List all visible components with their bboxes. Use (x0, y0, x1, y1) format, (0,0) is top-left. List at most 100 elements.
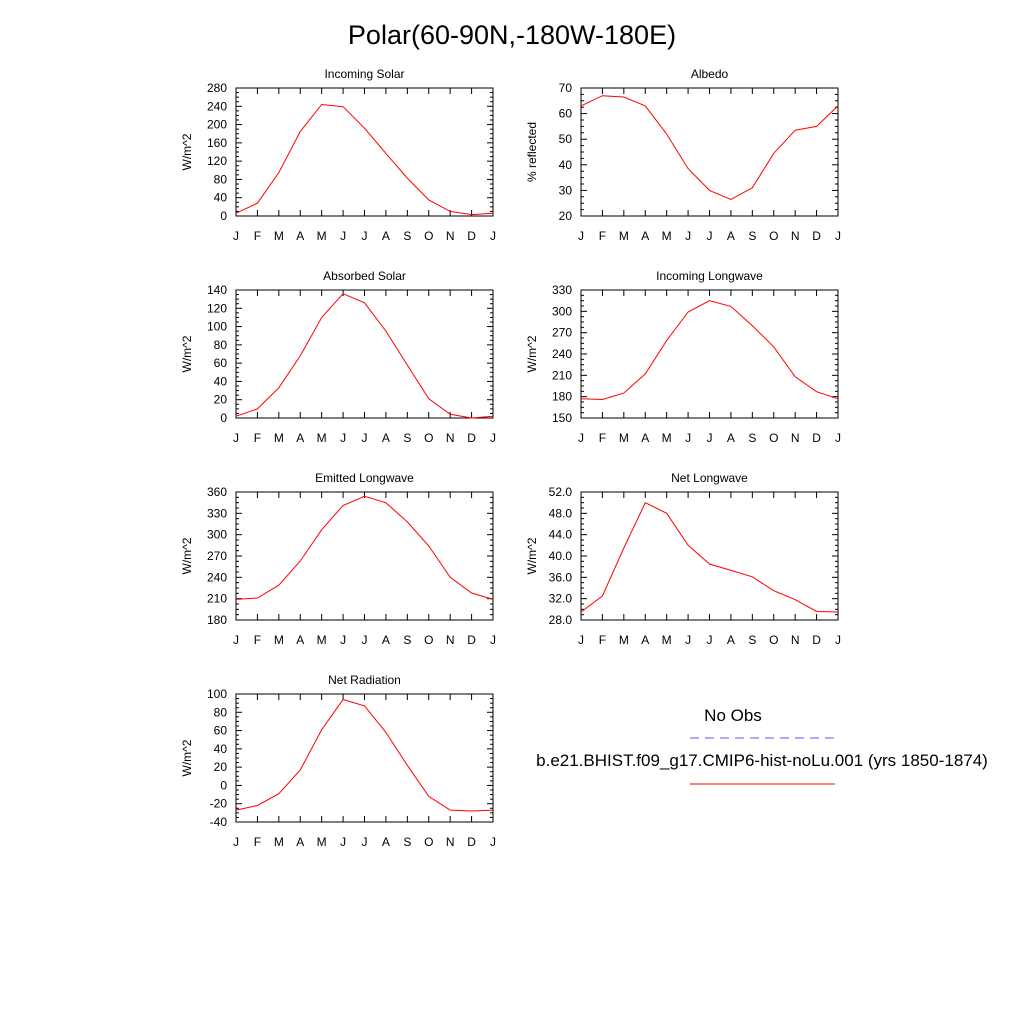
net-radiation-ytick-label: -40 (210, 815, 228, 829)
emitted-longwave-xtick-label: M (274, 633, 284, 647)
net-radiation-title: Net Radiation (328, 673, 401, 687)
albedo-xtick-label: M (619, 229, 629, 243)
incoming-longwave-xtick-label: O (769, 431, 778, 445)
absorbed-solar-xtick-label: J (362, 431, 368, 445)
emitted-longwave-series-line (235, 495, 494, 600)
net-longwave-ytick-label: 40.0 (549, 549, 573, 563)
net-longwave-xtick-label: S (748, 633, 756, 647)
emitted-longwave-ytick-label: 300 (207, 528, 227, 542)
albedo-xtick-label: D (812, 229, 821, 243)
net-longwave-xtick-label: M (619, 633, 629, 647)
incoming-solar-ytick-label: 240 (207, 99, 227, 113)
net-radiation-xtick-label: A (382, 835, 390, 849)
incoming-longwave-ytick-label: 240 (552, 347, 572, 361)
net-longwave-xtick-label: O (769, 633, 778, 647)
absorbed-solar-xtick-label: J (490, 431, 496, 445)
emitted-longwave-xtick-label: F (254, 633, 261, 647)
incoming-solar-ylabel: W/m^2 (180, 133, 194, 170)
incoming-solar-xtick-label: S (403, 229, 411, 243)
incoming-longwave-xtick-label: F (599, 431, 606, 445)
net-longwave-ytick-label: 32.0 (549, 592, 573, 606)
net-radiation-frame (235, 693, 494, 823)
absorbed-solar-title: Absorbed Solar (323, 269, 406, 283)
absorbed-solar-ytick-label: 60 (214, 356, 228, 370)
absorbed-solar-xtick-label: F (254, 431, 261, 445)
incoming-longwave-ytick-label: 180 (552, 390, 572, 404)
net-radiation-xtick-label: J (233, 835, 239, 849)
incoming-longwave-series-line (580, 300, 839, 401)
net-longwave-xtick-label: A (641, 633, 649, 647)
albedo-ytick-label: 50 (559, 132, 573, 146)
albedo-ytick-label: 20 (559, 209, 573, 223)
incoming-solar-ytick-label: 0 (220, 209, 227, 223)
absorbed-solar-xtick-label: A (382, 431, 390, 445)
incoming-solar-title: Incoming Solar (324, 67, 404, 81)
albedo-ytick-label: 40 (559, 158, 573, 172)
albedo-ytick-label: 60 (559, 107, 573, 121)
incoming-longwave-xtick-label: D (812, 431, 821, 445)
incoming-longwave-frame (580, 289, 839, 419)
absorbed-solar-xtick-label: M (317, 431, 327, 445)
absorbed-solar-ytick-label: 120 (207, 301, 227, 315)
incoming-longwave-ytick-label: 270 (552, 326, 572, 340)
emitted-longwave-ytick-label: 210 (207, 592, 227, 606)
net-radiation-ytick-label: 80 (214, 705, 228, 719)
net-radiation-xtick-label: M (274, 835, 284, 849)
absorbed-solar-series-line (235, 293, 494, 419)
albedo-xtick-label: M (662, 229, 672, 243)
net-longwave-ytick-label: 48.0 (549, 506, 573, 520)
albedo-xtick-label: A (727, 229, 735, 243)
net-radiation-series-line (235, 698, 494, 812)
incoming-solar-xtick-label: J (340, 229, 346, 243)
incoming-longwave-ytick-label: 300 (552, 304, 572, 318)
incoming-longwave-xtick-label: M (662, 431, 672, 445)
absorbed-solar-ytick-label: 80 (214, 338, 228, 352)
albedo-xtick-label: J (835, 229, 841, 243)
absorbed-solar-xtick-label: A (296, 431, 304, 445)
net-radiation-ytick-label: 0 (220, 778, 227, 792)
incoming-solar-xtick-label: F (254, 229, 261, 243)
absorbed-solar-ytick-label: 140 (207, 283, 227, 297)
emitted-longwave-ytick-label: 180 (207, 613, 227, 627)
absorbed-solar-ytick-label: 100 (207, 320, 227, 334)
emitted-longwave-xtick-label: M (317, 633, 327, 647)
incoming-longwave-xtick-label: S (748, 431, 756, 445)
emitted-longwave-ytick-label: 330 (207, 506, 227, 520)
incoming-solar-ytick-label: 80 (214, 172, 228, 186)
incoming-solar-ytick-label: 200 (207, 118, 227, 132)
emitted-longwave-ytick-label: 270 (207, 549, 227, 563)
net-longwave-ytick-label: 44.0 (549, 528, 573, 542)
net-radiation-xtick-label: S (403, 835, 411, 849)
albedo-xtick-label: F (599, 229, 606, 243)
legend-obs-label: No Obs (704, 706, 762, 725)
incoming-solar-ytick-label: 280 (207, 81, 227, 95)
net-longwave-ylabel: W/m^2 (525, 537, 539, 574)
incoming-longwave-xtick-label: N (791, 431, 800, 445)
incoming-solar-series-line (235, 103, 494, 216)
net-longwave-xtick-label: F (599, 633, 606, 647)
incoming-longwave-title: Incoming Longwave (656, 269, 763, 283)
albedo-ytick-label: 70 (559, 81, 573, 95)
net-longwave-xtick-label: J (578, 633, 584, 647)
absorbed-solar-ytick-label: 0 (220, 411, 227, 425)
absorbed-solar-xtick-label: O (424, 431, 433, 445)
net-radiation-ytick-label: 20 (214, 760, 228, 774)
net-longwave-xtick-label: D (812, 633, 821, 647)
incoming-solar-ytick-label: 160 (207, 136, 227, 150)
albedo-xtick-label: J (578, 229, 584, 243)
net-longwave-title: Net Longwave (671, 471, 748, 485)
absorbed-solar-frame (235, 289, 494, 419)
albedo-xtick-label: A (641, 229, 649, 243)
incoming-solar-ytick-label: 40 (214, 191, 228, 205)
absorbed-solar-xtick-label: M (274, 431, 284, 445)
incoming-longwave-xtick-label: J (835, 431, 841, 445)
net-radiation-xtick-label: J (362, 835, 368, 849)
incoming-longwave-xtick-label: J (707, 431, 713, 445)
absorbed-solar-ytick-label: 20 (214, 393, 228, 407)
net-radiation-xtick-label: N (446, 835, 455, 849)
net-radiation-xtick-label: J (340, 835, 346, 849)
incoming-longwave-xtick-label: J (685, 431, 691, 445)
net-longwave-xtick-label: J (707, 633, 713, 647)
emitted-longwave-xtick-label: S (403, 633, 411, 647)
